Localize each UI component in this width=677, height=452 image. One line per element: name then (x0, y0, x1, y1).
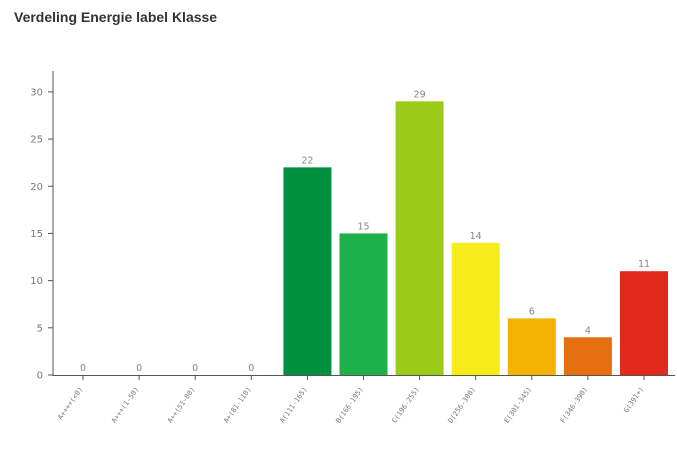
value-label: 0 (136, 363, 142, 374)
bar (620, 271, 668, 375)
value-label: 6 (529, 306, 535, 317)
bars (283, 101, 668, 375)
bar (507, 318, 556, 375)
axes: 0 5 10 15 20 25 30 (30, 71, 675, 382)
category-label: A+++(1-50) (110, 386, 141, 425)
y-tick-label: 10 (30, 276, 43, 287)
chart-title: Verdeling Energie label Klasse (14, 9, 218, 25)
value-label: 15 (357, 221, 369, 232)
y-tick-label: 25 (30, 135, 43, 146)
category-label: A+(81-110) (222, 386, 253, 425)
bar (395, 101, 444, 375)
category-label: A++(51-80) (166, 386, 197, 425)
category-label: A++++(<0) (56, 386, 84, 422)
value-label: 29 (414, 89, 426, 100)
value-label: 22 (301, 155, 313, 166)
category-label: B(166-195) (334, 386, 365, 425)
bar (283, 167, 332, 375)
value-label: 0 (80, 363, 86, 374)
value-label: 0 (192, 363, 198, 374)
category-label: F(346-390) (559, 386, 590, 425)
value-label: 0 (248, 363, 254, 374)
bar (563, 337, 612, 375)
y-tick-label: 5 (37, 323, 43, 334)
value-label: 11 (638, 259, 650, 270)
category-label: E(301-345) (503, 386, 534, 425)
y-tick-label: 15 (30, 229, 43, 240)
y-tick-label: 30 (30, 87, 43, 98)
bar (451, 242, 500, 375)
y-tick-label: 0 (37, 371, 43, 382)
category-label: D(256-300) (447, 386, 478, 425)
y-tick-label: 20 (30, 182, 43, 193)
bar (339, 233, 388, 375)
category-label: G(391+) (622, 386, 645, 415)
category-label: C(196-255) (391, 386, 422, 425)
value-label: 4 (585, 325, 591, 336)
value-label: 14 (470, 231, 482, 242)
category-label: A(111-165) (278, 386, 309, 425)
